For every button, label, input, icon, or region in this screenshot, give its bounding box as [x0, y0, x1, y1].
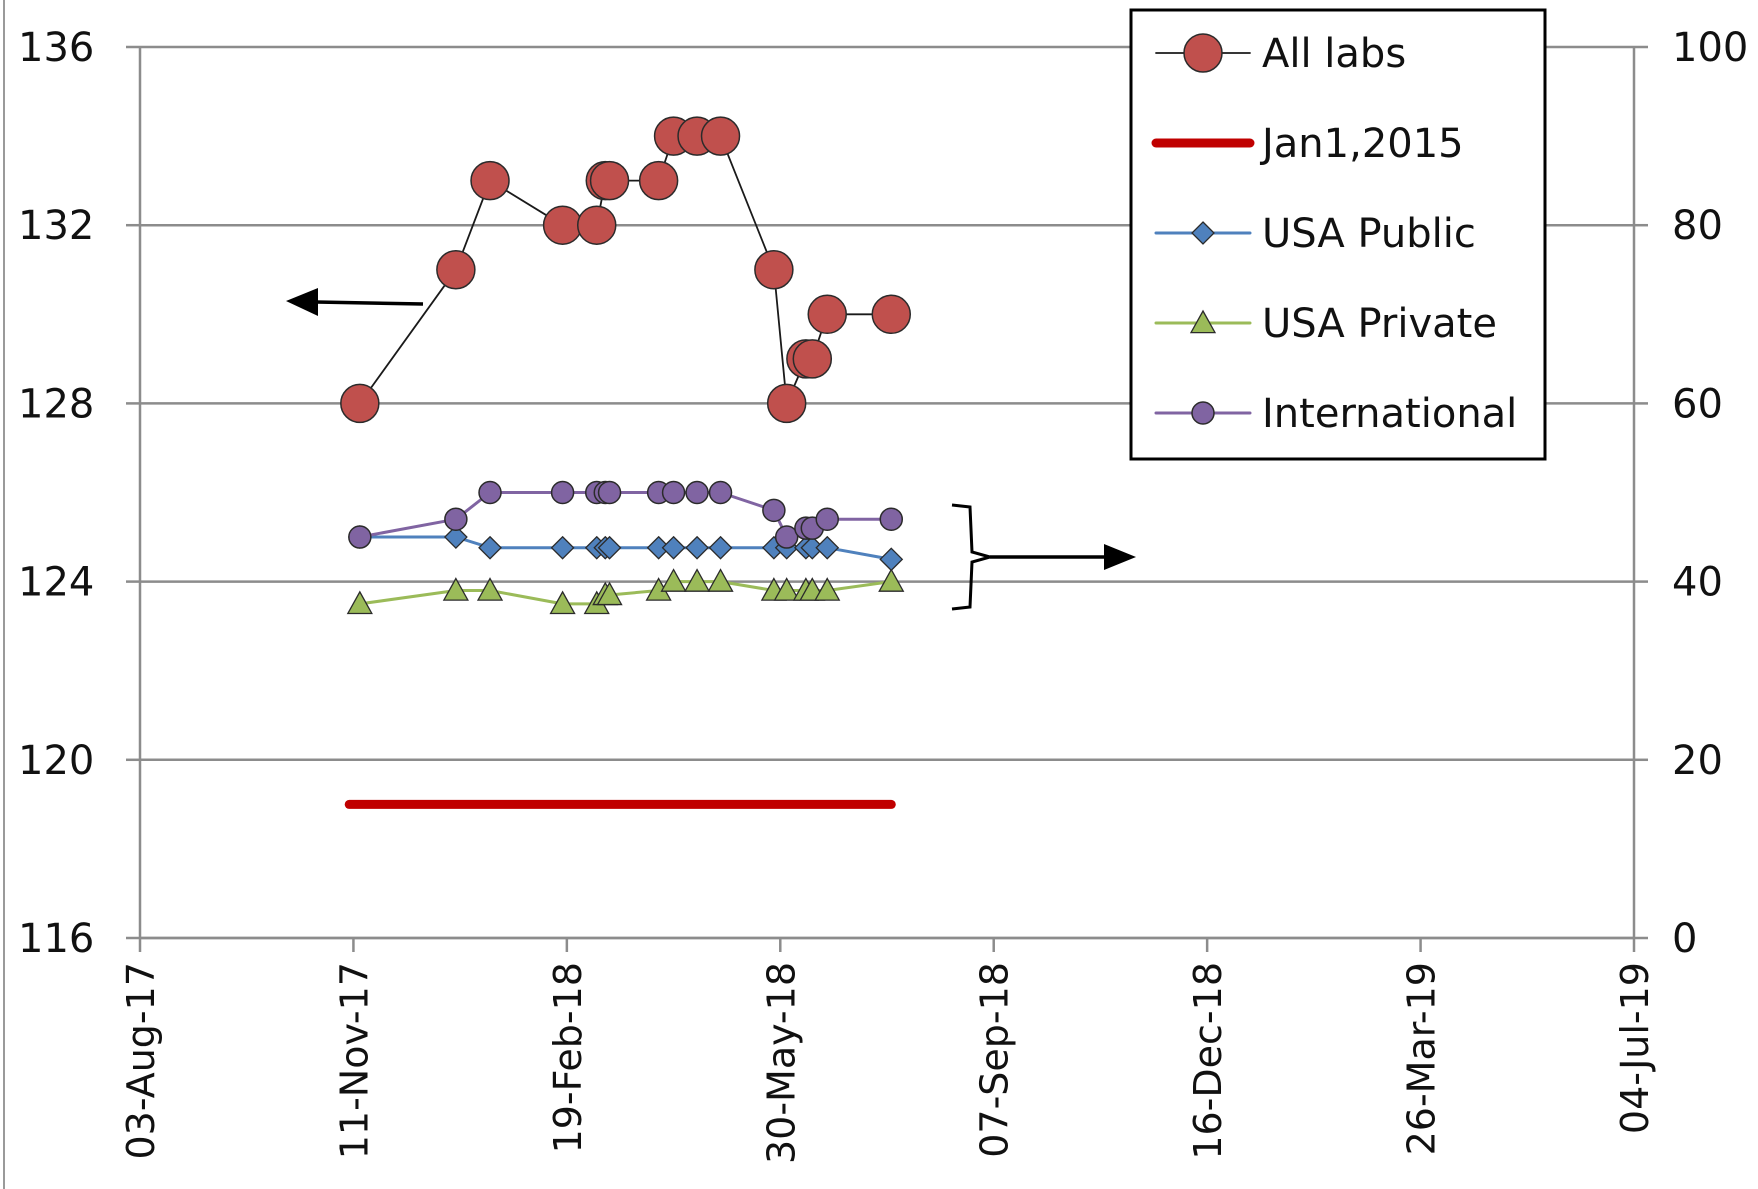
y-right-tick-label: 40 — [1672, 560, 1723, 606]
data-point — [879, 507, 904, 531]
data-point — [815, 507, 839, 531]
data-point — [683, 568, 711, 592]
data-point — [348, 525, 372, 549]
x-tick-label: 03-Aug-17 — [119, 962, 163, 1160]
data-point — [346, 590, 373, 615]
data-point — [815, 535, 840, 560]
data-point — [879, 547, 904, 572]
data-point — [597, 535, 622, 560]
y-left-tick-label: 136 — [18, 25, 94, 71]
legend-label: Jan1,2015 — [1259, 121, 1464, 167]
data-point — [476, 577, 504, 601]
data-point — [478, 535, 502, 560]
y-right-tick-label: 100 — [1672, 25, 1748, 71]
data-point — [478, 480, 502, 505]
y-right-tick-label: 80 — [1672, 203, 1723, 249]
data-point — [470, 160, 510, 201]
legend-marker — [1191, 401, 1215, 425]
y-left-tick-label: 128 — [18, 381, 94, 427]
data-point — [340, 383, 380, 424]
data-point — [700, 116, 741, 156]
x-tick-label: 19-Feb-18 — [546, 962, 590, 1153]
legend-item: USA Public — [1154, 211, 1476, 257]
legend-item: USA Private — [1154, 301, 1497, 347]
data-point — [685, 480, 709, 505]
series-international — [348, 480, 904, 549]
y-left-tick-label: 124 — [18, 560, 94, 606]
data-point — [792, 339, 833, 379]
y-left-tick-label: 132 — [18, 203, 94, 249]
right-axis-arrow-head — [1104, 544, 1136, 570]
legend-label: International — [1262, 391, 1517, 437]
data-point — [589, 160, 630, 201]
y-left-tick-label: 116 — [18, 916, 94, 962]
x-tick-label: 16-Dec-18 — [1186, 962, 1230, 1160]
data-point — [436, 250, 476, 290]
x-tick-label: 11-Nov-17 — [332, 962, 376, 1159]
data-point — [708, 480, 733, 505]
data-point — [549, 590, 576, 615]
data-point — [708, 535, 733, 560]
legend-item: Jan1,2015 — [1151, 121, 1464, 167]
legend: All labs Jan1,2015 USA Public USA Private In… — [1129, 8, 1547, 461]
data-point — [871, 294, 912, 335]
x-tick-label: 07-Sep-18 — [973, 962, 1017, 1158]
data-point — [707, 568, 734, 592]
data-point — [807, 294, 847, 335]
data-point — [754, 250, 794, 290]
y-left-tick-label: 120 — [18, 738, 94, 784]
legend-item: All labs — [1155, 31, 1406, 77]
left-axis-arrow-shaft — [315, 300, 424, 306]
data-point — [443, 525, 468, 549]
data-point — [814, 577, 841, 601]
legend-marker — [1191, 221, 1215, 245]
y-right-tick-label: 0 — [1672, 916, 1697, 962]
data-point — [576, 205, 617, 245]
legend-label: All labs — [1262, 31, 1406, 77]
data-point — [550, 480, 575, 505]
data-point — [773, 577, 800, 601]
data-point — [444, 507, 468, 531]
data-point — [774, 525, 799, 549]
data-point — [550, 535, 575, 560]
data-point — [638, 160, 679, 201]
legend-marker — [1189, 309, 1217, 334]
data-point — [661, 480, 686, 505]
data-point — [442, 577, 469, 601]
legend-marker — [1183, 33, 1223, 73]
series-all-labs — [340, 116, 912, 424]
x-tick-label: 04-Jul-19 — [1613, 962, 1657, 1134]
data-point — [685, 535, 709, 560]
data-point — [596, 581, 623, 606]
data-point — [766, 383, 807, 424]
legend-label: USA Private — [1262, 301, 1497, 347]
data-point — [762, 498, 786, 523]
data-point — [597, 480, 622, 505]
data-point — [878, 568, 905, 592]
series-usa-private — [346, 568, 905, 615]
x-tick-label: 26-Mar-19 — [1400, 962, 1444, 1155]
data-point — [661, 535, 686, 560]
y-right-tick-label: 20 — [1672, 738, 1723, 784]
y-right-tick-label: 60 — [1672, 381, 1723, 427]
series-usa-public — [347, 525, 904, 572]
data-point — [542, 205, 583, 245]
data-point — [660, 568, 687, 592]
legend-label: USA Public — [1262, 211, 1476, 257]
left-axis-arrow-head — [286, 288, 318, 316]
x-tick-label: 30-May-18 — [759, 962, 803, 1164]
bracket — [951, 503, 996, 611]
legend-item: International — [1154, 391, 1517, 437]
